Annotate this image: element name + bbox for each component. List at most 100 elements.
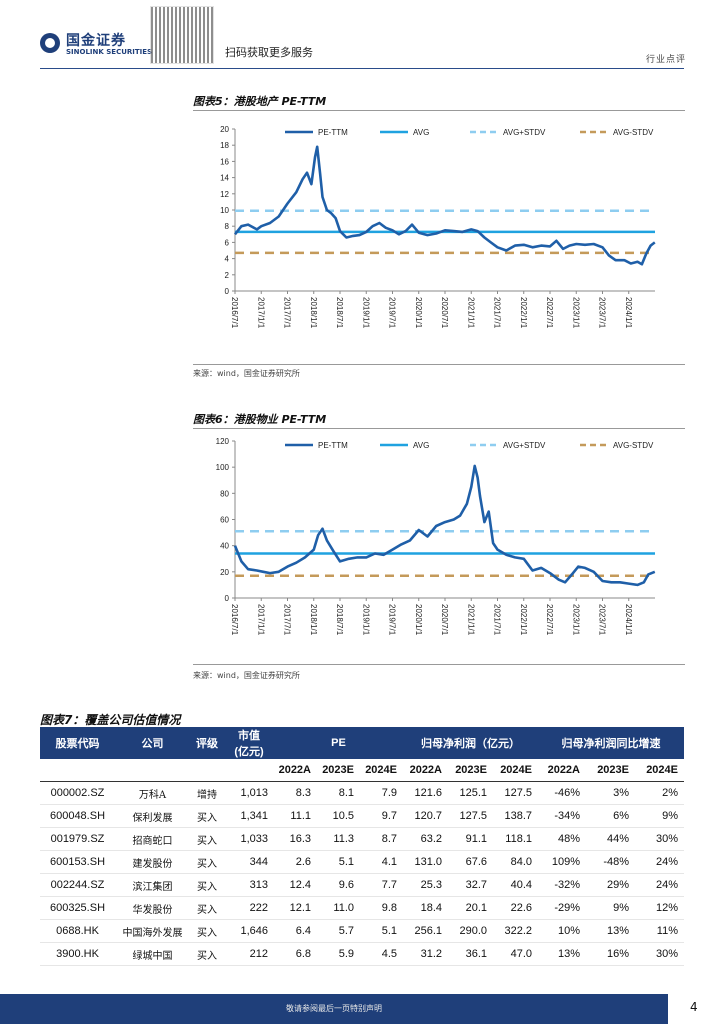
y-tick-label: 18 <box>220 141 229 150</box>
y-tick-label: 40 <box>220 542 229 551</box>
table-year-row: 2022A 2023E 2024E 2022A 2023E 2024E 2022A 2023E… <box>40 759 684 782</box>
table-row: 600048.SH 保利发展 买入 1,341 11.1 10.5 9.7 120.7 127.… <box>40 804 684 828</box>
year-spacer <box>115 759 190 782</box>
legend-label: PE-TTM <box>318 441 348 450</box>
table-cell: 91.1 <box>448 827 493 851</box>
year-header: 2024E <box>360 759 403 782</box>
table-cell: 5.9 <box>317 942 360 966</box>
header-divider <box>40 68 684 69</box>
legend-label: AVG+STDV <box>503 441 546 450</box>
table-row: 002244.SZ 滨江集团 买入 313 12.4 9.6 7.7 25.3 32.7 40.4… <box>40 873 684 897</box>
table-cell: 127.5 <box>493 781 538 805</box>
table-cell: 000002.SZ <box>40 781 115 805</box>
x-tick-label: 2017/7/1 <box>283 604 292 636</box>
table-cell: 600325.SH <box>40 896 115 920</box>
y-tick-label: 12 <box>220 190 229 199</box>
y-tick-label: 4 <box>225 255 230 264</box>
y-tick-label: 60 <box>220 516 229 525</box>
table-cell: 买入 <box>190 850 224 874</box>
chart5-bottom-rule <box>193 364 685 365</box>
year-spacer <box>190 759 224 782</box>
y-tick-label: 10 <box>220 206 229 215</box>
chart5-source: 来源：wind，国金证券研究所 <box>193 369 300 378</box>
x-tick-label: 2024/1/1 <box>624 604 633 636</box>
table-cell: 6% <box>586 804 635 828</box>
table-cell: 4.5 <box>360 942 403 966</box>
y-tick-label: 20 <box>220 125 229 134</box>
table-cell: 24% <box>635 850 684 874</box>
table-cell: 万科A <box>115 781 190 805</box>
table-cell: 322.2 <box>493 919 538 943</box>
table-cell: 16% <box>586 942 635 966</box>
qr-code-image <box>150 6 214 64</box>
y-tick-label: 0 <box>225 287 230 296</box>
y-tick-label: 2 <box>225 271 230 280</box>
table-cell: 买入 <box>190 942 224 966</box>
table-cell: 10.5 <box>317 804 360 828</box>
valuation-table: 股票代码 公司 评级 市值 (亿元) PE 归母净利润（亿元） 归母净利润同比增速… <box>40 727 684 966</box>
table-cell: 1,646 <box>224 919 274 943</box>
table-cell: -29% <box>538 896 586 920</box>
table-cell: 222 <box>224 896 274 920</box>
x-tick-label: 2016/7/1 <box>230 604 239 636</box>
y-tick-label: 8 <box>225 222 230 231</box>
year-header: 2023E <box>448 759 493 782</box>
table-cell: -32% <box>538 873 586 897</box>
table-cell: -34% <box>538 804 586 828</box>
year-header: 2022A <box>538 759 586 782</box>
mcap-unit: (亿元) <box>234 746 264 758</box>
table-cell: 9% <box>635 804 684 828</box>
table-cell: 1,033 <box>224 827 274 851</box>
table-cell: 125.1 <box>448 781 493 805</box>
table-cell: 4.1 <box>360 850 403 874</box>
y-tick-label: 100 <box>216 463 230 472</box>
table-cell: 买入 <box>190 827 224 851</box>
table-cell: 48% <box>538 827 586 851</box>
year-header: 2022A <box>403 759 448 782</box>
sinolink-logo-icon <box>40 33 60 53</box>
table-cell: 10% <box>538 919 586 943</box>
table-cell: 13% <box>538 942 586 966</box>
table-title: 图表7：覆盖公司估值情况 <box>40 713 181 727</box>
table-cell: 滨江集团 <box>115 873 190 897</box>
table-cell: 3% <box>586 781 635 805</box>
table-cell: 6.8 <box>274 942 317 966</box>
table-cell: 63.2 <box>403 827 448 851</box>
table-cell: 8.3 <box>274 781 317 805</box>
table-cell: 5.7 <box>317 919 360 943</box>
y-tick-label: 16 <box>220 157 229 166</box>
col-header-net-profit: 归母净利润（亿元） <box>403 727 538 759</box>
x-tick-label: 2022/7/1 <box>545 297 554 329</box>
logo-english-name: SINOLINK SECURITIES <box>66 48 153 56</box>
table-cell: 31.2 <box>403 942 448 966</box>
table-cell: 109% <box>538 850 586 874</box>
table-cell: 84.0 <box>493 850 538 874</box>
x-tick-label: 2021/1/1 <box>466 297 475 329</box>
footer-disclaimer: 敬请参阅最后一页特别声明 <box>286 1004 382 1013</box>
page-number: 4 <box>690 1000 698 1014</box>
table-row: 600153.SH 建发股份 买入 344 2.6 5.1 4.1 131.0 67.6 84.0… <box>40 850 684 874</box>
x-tick-label: 2017/1/1 <box>256 604 265 636</box>
table-cell: 7.9 <box>360 781 403 805</box>
chart6-title: 图表6：港股物业 PE-TTM <box>193 413 327 426</box>
table-cell: 16.3 <box>274 827 317 851</box>
table-cell: 8.7 <box>360 827 403 851</box>
table-cell: 买入 <box>190 896 224 920</box>
table-cell: 9.8 <box>360 896 403 920</box>
table-cell: 3900.HK <box>40 942 115 966</box>
table-cell: 8.1 <box>317 781 360 805</box>
table-row: 000002.SZ 万科A 增持 1,013 8.3 8.1 7.9 121.6 125.1 12… <box>40 781 684 805</box>
table-cell: 313 <box>224 873 274 897</box>
table-cell: 600153.SH <box>40 850 115 874</box>
table-cell: 华发股份 <box>115 896 190 920</box>
table-cell: 2.6 <box>274 850 317 874</box>
table-cell: 36.1 <box>448 942 493 966</box>
x-tick-label: 2017/1/1 <box>256 297 265 329</box>
table-cell: 买入 <box>190 804 224 828</box>
x-tick-label: 2020/7/1 <box>440 297 449 329</box>
y-tick-label: 120 <box>216 437 230 446</box>
x-tick-label: 2019/7/1 <box>388 297 397 329</box>
x-tick-label: 2020/7/1 <box>440 604 449 636</box>
table-cell: 290.0 <box>448 919 493 943</box>
chart6-top-rule <box>193 428 685 429</box>
